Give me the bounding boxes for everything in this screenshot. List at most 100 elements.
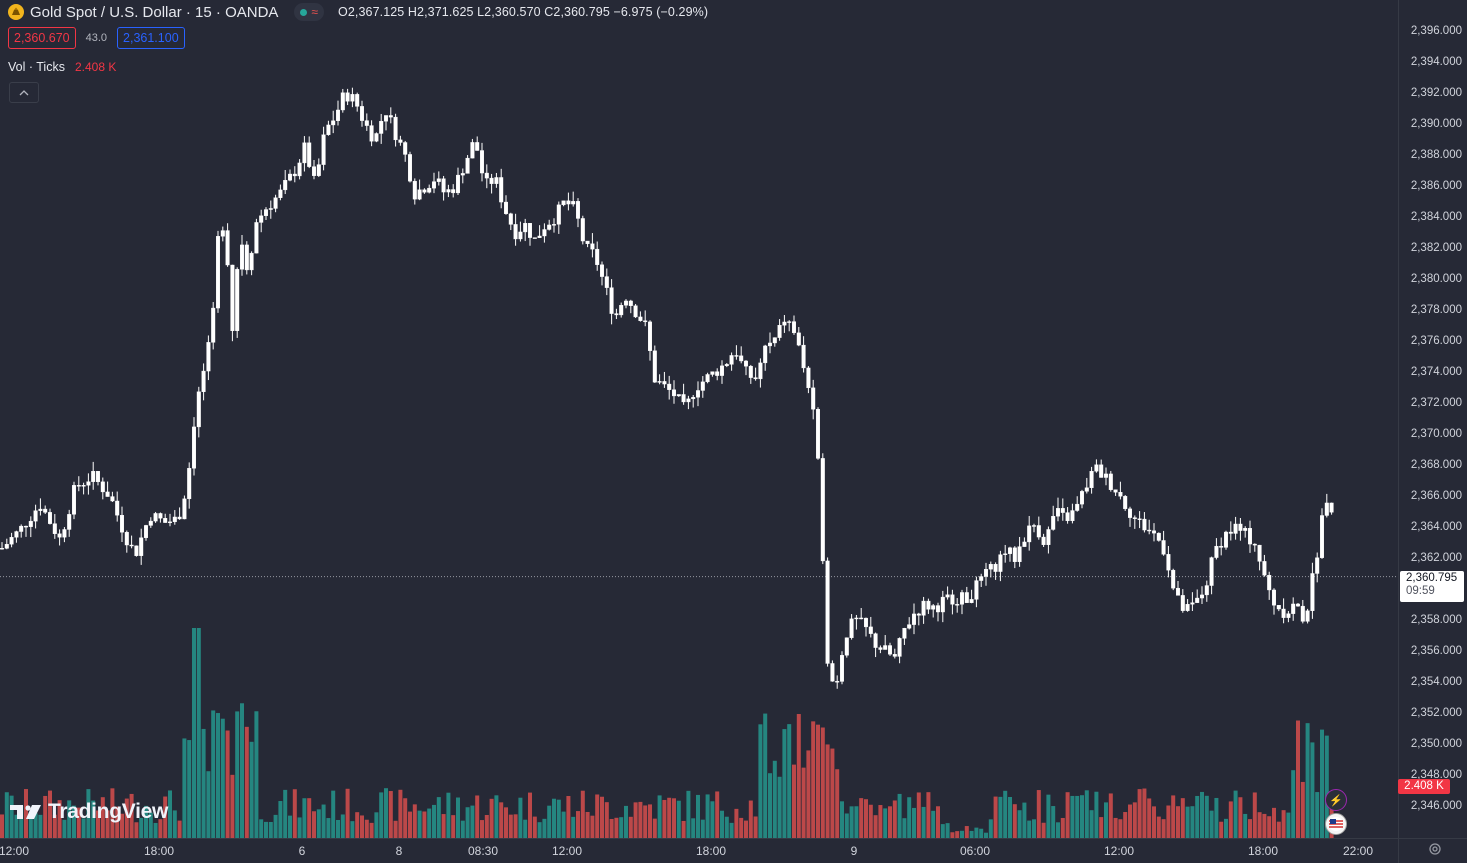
volume-bar (1233, 790, 1238, 838)
volume-bar (220, 718, 225, 838)
volume-bar (624, 805, 628, 838)
candle-body (686, 398, 691, 403)
volume-bar (1003, 790, 1008, 838)
volume-legend: Vol · Ticks 2.408 K (8, 60, 116, 74)
volume-bar (1180, 798, 1185, 838)
sell-button[interactable]: 2,360.670 (8, 27, 76, 49)
buy-button[interactable]: 2,361.100 (117, 27, 185, 49)
volume-bar (408, 811, 412, 838)
volume-bar (859, 798, 864, 838)
candle-body (705, 374, 710, 383)
candle-body (139, 537, 144, 556)
volume-bar (691, 818, 696, 838)
market-status[interactable]: ≈ (294, 3, 325, 21)
candle-body (1031, 525, 1036, 527)
candle-body (1243, 528, 1248, 531)
candle-body (724, 364, 729, 367)
candle-body (974, 580, 979, 600)
price-chart[interactable] (0, 0, 1398, 838)
volume-bar (427, 808, 432, 838)
volume-bar (475, 795, 480, 838)
candle-body (105, 491, 110, 497)
volume-bar (878, 805, 883, 838)
volume-bar (792, 764, 796, 838)
symbol-title[interactable]: Gold Spot / U.S. Dollar · 15 · OANDA (30, 3, 279, 21)
price-axis-label: 2,390.000 (1410, 118, 1462, 130)
candle-body (350, 94, 355, 102)
volume-bar (710, 801, 715, 838)
collapse-legend-button[interactable] (9, 82, 39, 103)
candle-body (787, 321, 792, 323)
candle-body (878, 647, 883, 650)
volume-bar (998, 796, 1003, 838)
us-flag-icon[interactable] (1325, 813, 1347, 835)
last-price-value: 2,360.795 (1406, 572, 1458, 584)
price-axis-label: 2,394.000 (1410, 56, 1462, 68)
candle-body (940, 596, 945, 613)
volume-bar (148, 812, 153, 838)
candle-body (643, 320, 648, 323)
price-axis-label: 2,350.000 (1410, 738, 1462, 750)
candle-body (806, 367, 811, 389)
candle-body (182, 498, 187, 520)
time-axis[interactable]: 12:00 18:00 6 8 08:30 12:00 18:00 9 06:00 12:00 18… (0, 838, 1398, 863)
volume-bar (854, 806, 859, 838)
volume-bar (638, 801, 643, 838)
symbol-legend: Gold Spot / U.S. Dollar · 15 · OANDA ≈ O… (8, 3, 708, 21)
candle-body (513, 224, 518, 240)
chevron-up-icon (19, 89, 29, 95)
candle-body (729, 355, 734, 365)
volume-bar (974, 827, 979, 838)
volume-bar (163, 796, 168, 838)
candle-body (244, 244, 249, 271)
candle-body (1099, 464, 1104, 478)
settings-icon[interactable] (1428, 842, 1442, 856)
volume-bar (1204, 795, 1209, 838)
candle-body (1060, 508, 1065, 513)
volume-bar (504, 807, 508, 838)
volume-indicator-value: 2.408 K (74, 60, 117, 74)
volume-bar (38, 814, 43, 838)
candle-body (921, 600, 926, 616)
candle-body (153, 513, 158, 522)
volume-bar (936, 806, 940, 838)
candle-body (494, 177, 499, 184)
volume-bar (182, 738, 187, 838)
volume-bar (364, 819, 369, 838)
candle-body (748, 365, 753, 378)
candle-body (1051, 516, 1056, 530)
candle-body (1223, 531, 1228, 548)
volume-bar (326, 818, 331, 838)
volume-bar (91, 800, 96, 838)
volume-bar (465, 807, 470, 838)
candle-body (38, 508, 43, 511)
volume-bar (561, 811, 566, 838)
volume-bar (1060, 817, 1065, 838)
volume-bar (720, 810, 724, 838)
volume-bar (892, 800, 897, 838)
volume-bar (1017, 810, 1022, 838)
volume-bar (388, 791, 393, 838)
candle-body (28, 520, 33, 527)
candle-body (1113, 489, 1118, 493)
volume-bar (600, 796, 604, 838)
price-axis-label: 2,374.000 (1410, 366, 1462, 378)
candle-body (345, 92, 350, 102)
candle-body (451, 189, 456, 194)
volume-bar (312, 811, 316, 838)
candle-body (331, 120, 336, 126)
volume-bar (513, 814, 518, 838)
tradingview-mark-icon (10, 805, 41, 819)
candle-body (1199, 594, 1204, 599)
candle-body (57, 533, 62, 538)
price-axis[interactable]: 2,346.000 2,348.000 2,350.000 2,352.000 2,35… (1398, 0, 1467, 838)
price-axis-label: 2,356.000 (1410, 645, 1462, 657)
candle-body (1041, 536, 1046, 545)
candle-body (897, 638, 902, 657)
volume-indicator-label[interactable]: Vol · Ticks (8, 60, 65, 74)
volume-bar (1286, 812, 1291, 838)
price-axis-label: 2,370.000 (1410, 428, 1462, 440)
candle-body (1252, 543, 1257, 546)
tradingview-logo[interactable]: TradingView (10, 800, 168, 824)
lightning-icon[interactable]: ⚡ (1325, 789, 1347, 811)
